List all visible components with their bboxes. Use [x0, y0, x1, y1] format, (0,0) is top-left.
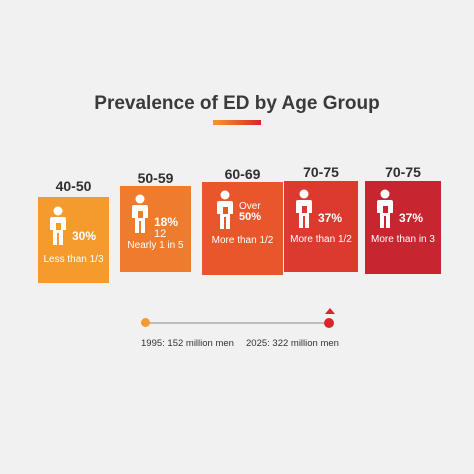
bar: 37% More than in 3 [365, 181, 441, 274]
bar-description: More than in 3 [371, 234, 435, 245]
bar-percent-label: 37% [318, 211, 343, 225]
bar: 37% More than 1/2 [284, 181, 358, 272]
person-icon [376, 189, 394, 229]
bar: 30% Less than 1/3 [38, 197, 109, 283]
person-icon [295, 189, 313, 229]
timeline-line [147, 322, 329, 324]
age-group-label: 60-69 [224, 166, 261, 182]
bar-description: More than 1/2 [211, 235, 274, 246]
timeline-start-dot [141, 318, 150, 327]
age-group-label: 70-75 [385, 164, 421, 180]
bar-percent-label: 18% 12 [154, 215, 179, 240]
bar-percent-label: Over 50% [239, 201, 262, 223]
timeline-end-dot [324, 318, 334, 328]
bar-percent-label: 30% [72, 229, 97, 243]
title-underline [213, 120, 261, 125]
timeline: 1995: 152 million men 2025: 322 million … [0, 300, 474, 360]
bar: Over 50% More than 1/2 [202, 182, 283, 275]
person-icon [131, 194, 149, 234]
age-group-label: 40-50 [55, 178, 92, 194]
timeline-end-label: 2025: 322 million men [246, 338, 339, 349]
chart-title: Prevalence of ED by Age Group [94, 93, 380, 114]
bar-description: More than 1/2 [290, 234, 352, 245]
timeline-arrow-icon [325, 308, 335, 314]
bar: 18% 12 Nearly 1 in 5 [120, 186, 191, 272]
bar-description: Less than 1/3 [43, 254, 104, 265]
age-group-label: 50-59 [137, 170, 174, 186]
timeline-start-label: 1995: 152 million men [141, 338, 234, 349]
bar-description: Nearly 1 in 5 [127, 240, 184, 251]
bar-percent-label: 37% [399, 211, 424, 225]
person-icon [216, 190, 234, 230]
age-group-label: 70-75 [303, 164, 339, 180]
person-icon [49, 206, 67, 246]
